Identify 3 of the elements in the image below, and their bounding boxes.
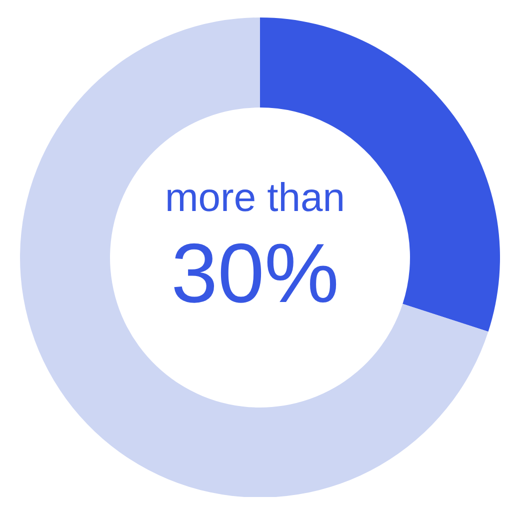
text: more than [164,175,346,222]
donut-slice [20,18,488,497]
text: 30% [170,225,340,322]
